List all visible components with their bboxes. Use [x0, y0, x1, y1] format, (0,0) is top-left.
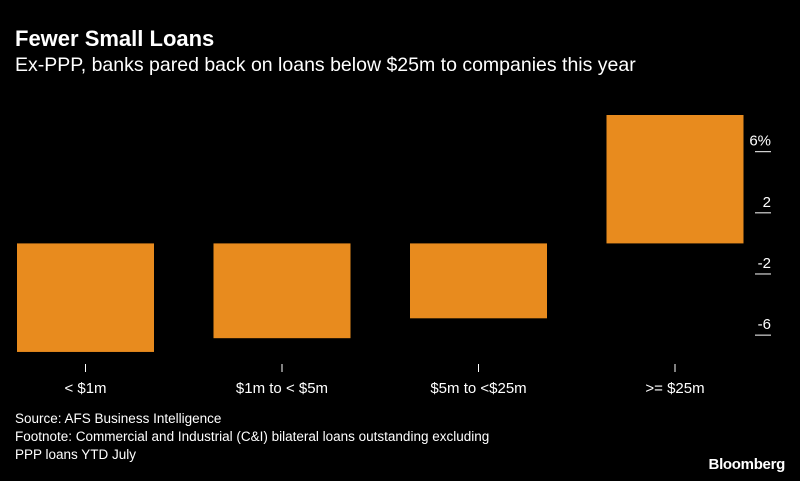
y-tick-label: -2: [758, 255, 771, 272]
footnote-line-2: PPP loans YTD July: [15, 447, 137, 462]
x-tick-label: $1m to < $5m: [236, 380, 328, 397]
x-tick-label: $5m to <$25m: [430, 380, 526, 397]
chart-subtitle: Ex-PPP, banks pared back on loans below …: [15, 54, 636, 76]
bar: [17, 243, 154, 352]
source-note: Source: AFS Business Intelligence: [15, 411, 222, 426]
x-tick-label: >= $25m: [645, 380, 704, 397]
footnote-line-1: Footnote: Commercial and Industrial (C&I…: [15, 429, 490, 444]
bar: [606, 115, 744, 244]
bloomberg-logo: Bloomberg: [708, 456, 786, 473]
y-tick-label: 2: [763, 194, 771, 211]
y-tick-label: -6: [758, 316, 771, 333]
x-tick-label: < $1m: [64, 380, 106, 397]
chart-title: Fewer Small Loans: [15, 26, 215, 51]
bar: [410, 243, 547, 319]
bar: [213, 243, 351, 339]
y-tick-label: 6%: [749, 133, 771, 150]
footer: Source: AFS Business Intelligence Footno…: [15, 410, 489, 464]
